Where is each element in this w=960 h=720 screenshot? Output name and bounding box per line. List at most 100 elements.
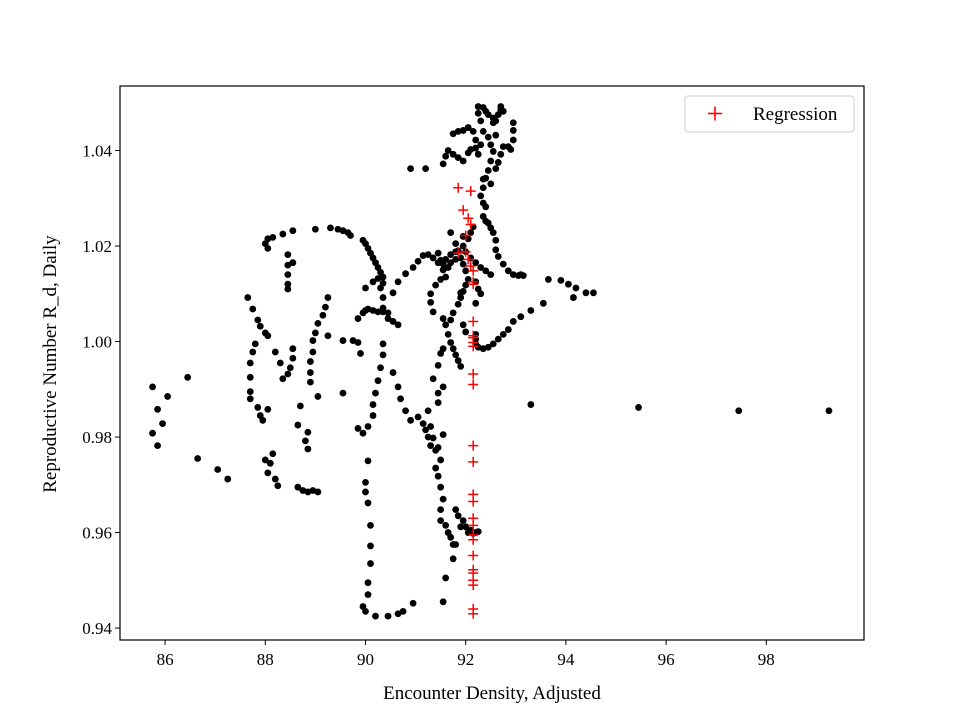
regression-point [468,279,479,290]
regression-point [468,316,479,327]
data-point [414,257,422,265]
data-point [279,375,287,383]
data-point [434,399,442,407]
x-tick-label: 88 [257,650,274,669]
y-tick-label: 0.96 [82,524,112,543]
data-point [474,528,482,535]
data-point [432,281,440,289]
y-tick-label: 1.02 [82,237,112,256]
data-point [364,423,372,430]
data-point [251,340,259,348]
data-point [504,267,512,275]
data-point [459,321,467,329]
data-point [489,119,497,127]
data-point [427,290,435,298]
data-point [224,475,232,483]
data-point [374,377,382,385]
data-point [459,260,467,268]
data-point [259,416,267,424]
data-point [509,318,517,325]
data-point [354,425,362,432]
regression-point [468,368,479,379]
data-point [474,150,482,158]
data-point [264,469,272,477]
data-point [429,434,437,442]
data-point [437,506,445,514]
regression-point [460,230,471,241]
legend-label-regression: Regression [753,104,838,125]
regression-point [463,254,474,265]
data-point [372,389,379,397]
x-tick-label: 92 [457,650,474,669]
data-point [479,127,487,135]
data-point [364,499,372,507]
data-point [459,517,467,525]
data-point [154,405,161,413]
data-point [499,107,507,115]
data-point [454,300,462,308]
data-point [494,335,502,343]
data-point [492,165,500,173]
data-point [457,289,465,297]
data-point [544,276,552,283]
data-point [284,370,292,378]
data-point [254,404,262,411]
data-point [452,255,460,263]
data-point [439,315,447,322]
data-point [519,272,527,280]
data-point [434,389,442,397]
data-point [367,560,374,567]
data-point [635,404,642,411]
data-point [509,136,517,144]
x-tick-label: 94 [557,650,575,669]
data-point [264,332,272,340]
series-observed [149,103,833,620]
data-point [369,278,377,286]
data-point [429,375,437,383]
data-point [437,276,445,283]
data-point [590,289,597,297]
data-point [442,521,450,529]
data-point [409,599,417,607]
data-point [437,483,445,491]
data-point [249,305,257,313]
data-point [379,351,387,359]
data-point [389,369,397,376]
x-tick-label: 96 [658,650,675,669]
y-tick-label: 0.94 [82,619,112,638]
data-point [306,369,314,376]
data-point [477,192,485,200]
data-point [261,456,269,464]
data-point [492,246,500,254]
data-point [364,591,372,599]
data-point [394,383,402,391]
data-point [322,303,329,311]
data-point [357,350,364,357]
data-point [447,251,455,258]
data-point [467,229,475,237]
data-point [246,395,254,403]
data-point [362,284,369,292]
data-point [474,109,482,117]
data-point [324,332,332,340]
data-point [497,150,505,158]
regression-point [458,205,469,216]
x-axis: 86 88 90 92 94 96 98 [157,640,775,669]
regression-point [468,496,479,507]
series-layer [149,103,833,620]
data-point [249,348,257,356]
data-point [159,420,166,428]
data-point [477,264,485,271]
data-point [194,455,202,462]
data-point [294,421,302,429]
data-point [447,339,455,346]
data-point [399,607,407,615]
data-point [289,354,297,362]
regression-point [453,248,464,259]
data-point [244,294,252,301]
data-point [327,224,334,232]
data-point [362,478,369,486]
data-point [444,330,452,338]
data-point [246,359,254,367]
data-point [462,523,470,531]
